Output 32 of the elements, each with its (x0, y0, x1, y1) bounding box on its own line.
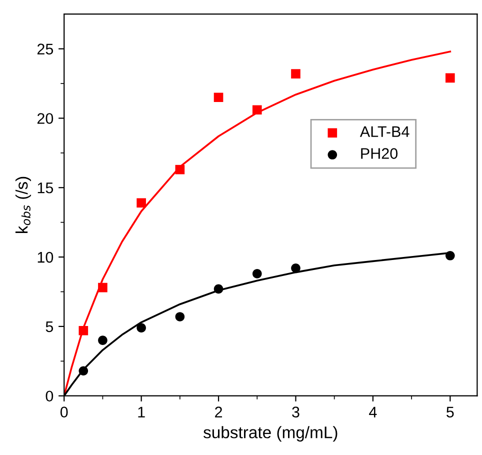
y-tick-label: 0 (46, 390, 54, 402)
point (175, 312, 185, 322)
point (78, 366, 88, 376)
y-tick-label: 25 (37, 44, 54, 54)
point (446, 250, 455, 260)
y-axis-title: k$_{obs}$ (/s) (15, 176, 32, 234)
x-tick-label: 3 (292, 406, 300, 418)
point (78, 326, 88, 336)
x-tick-label: 0 (60, 406, 68, 418)
x-tick-label: 5 (446, 406, 454, 418)
y-tick-label: 5 (46, 321, 54, 332)
y-tick-label: 20 (37, 113, 54, 124)
point (214, 284, 224, 294)
point (214, 92, 224, 102)
x-tick-label: 4 (369, 406, 377, 418)
legend-label: PH20 (361, 148, 398, 159)
point (291, 69, 300, 78)
x-tick-label: 2 (215, 406, 222, 418)
legend-label: ALT-B4 (360, 126, 410, 137)
x-tick-label: 1 (138, 406, 145, 418)
point (98, 282, 108, 292)
point (136, 323, 146, 332)
point (252, 269, 262, 278)
point (446, 73, 455, 83)
y-tick-label: 15 (38, 182, 54, 194)
point (136, 198, 146, 208)
point (291, 263, 300, 273)
y-tick-label: 10 (38, 252, 54, 263)
point (252, 105, 262, 115)
x-axis-title: substrate (mg/mL) (204, 426, 338, 442)
point (98, 336, 108, 345)
point (175, 164, 185, 174)
